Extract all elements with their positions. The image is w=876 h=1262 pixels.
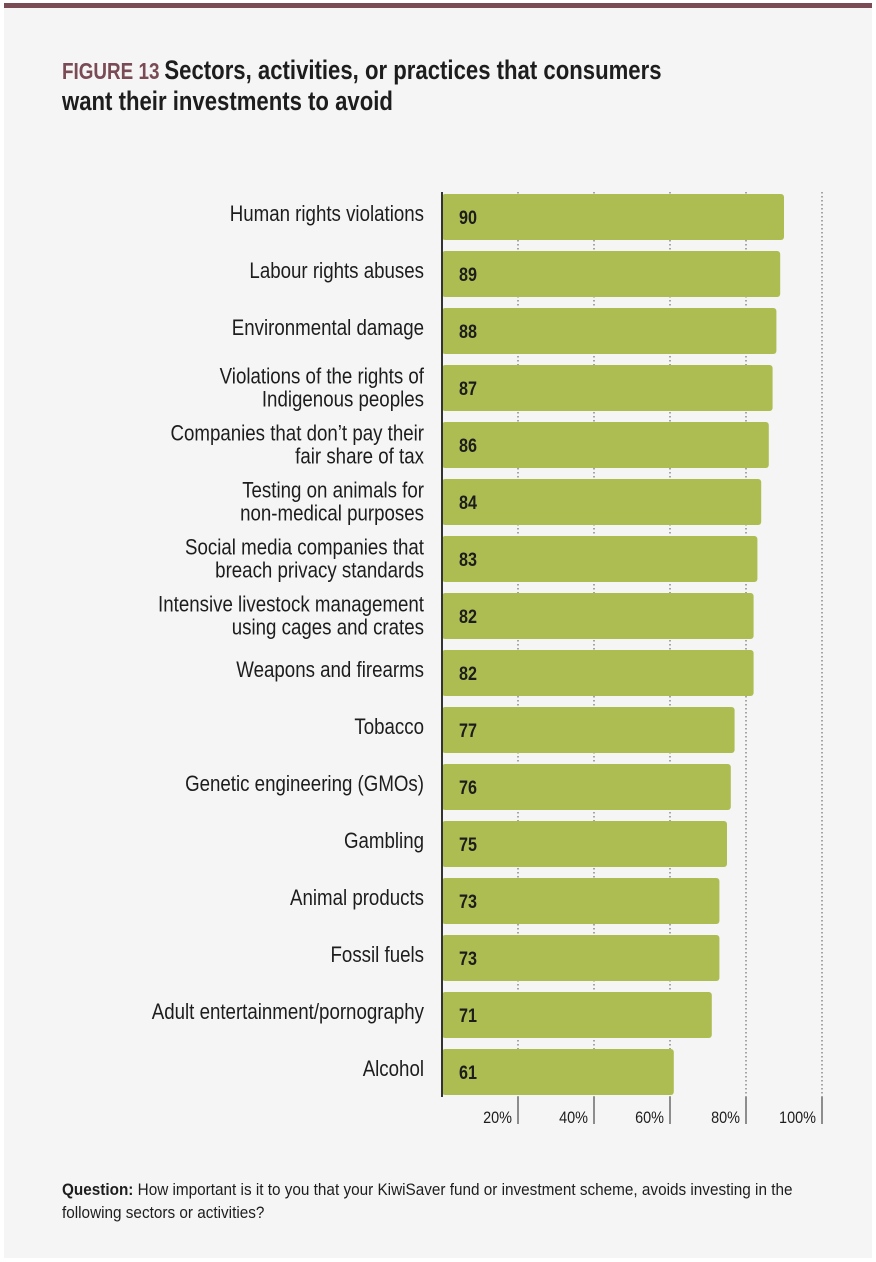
- category-label: non-medical purposes: [240, 502, 424, 526]
- x-tick-label: 40%: [559, 1109, 588, 1127]
- category-label: Violations of the rights of: [220, 365, 425, 389]
- category-label: Human rights violations: [230, 203, 424, 227]
- bar-value-label: 73: [459, 891, 477, 913]
- bar-value-label: 76: [459, 777, 477, 799]
- figure-title: FIGURE 13 Sectors, activities, or practic…: [62, 55, 685, 116]
- category-label: Companies that don’t pay their: [170, 422, 424, 446]
- category-label: Testing on animals for: [242, 479, 424, 503]
- category-label: breach privacy standards: [215, 559, 424, 583]
- bar-value-label: 77: [459, 720, 477, 742]
- bar-value-label: 82: [459, 606, 477, 628]
- category-label: Animal products: [290, 887, 424, 911]
- category-label: Alcohol: [363, 1058, 424, 1082]
- bar: [442, 422, 769, 468]
- category-label: Environmental damage: [232, 317, 424, 341]
- bar-value-label: 84: [459, 492, 477, 514]
- bar-value-label: 75: [459, 834, 477, 856]
- bar-value-label: 82: [459, 663, 477, 685]
- bar-value-label: 90: [459, 207, 477, 229]
- bar-value-label: 89: [459, 264, 477, 286]
- x-tick-label: 20%: [483, 1109, 512, 1127]
- bar: [442, 707, 735, 753]
- bar-value-label: 87: [459, 378, 477, 400]
- category-label: Genetic engineering (GMOs): [185, 773, 424, 797]
- bar: [442, 650, 754, 696]
- figure-title-text: Sectors, activities, or practices that c…: [62, 55, 662, 116]
- bar: [442, 821, 727, 867]
- category-label: Indigenous peoples: [262, 388, 424, 412]
- bar: [442, 935, 720, 981]
- x-tick-label: 100%: [779, 1109, 816, 1127]
- bar: [442, 992, 712, 1038]
- bar: [442, 878, 720, 924]
- question-text: How important is it to you that your Kiw…: [62, 1180, 793, 1222]
- bar-value-label: 73: [459, 948, 477, 970]
- bar: [442, 308, 777, 354]
- bar-value-label: 86: [459, 435, 477, 457]
- bar: [442, 194, 784, 240]
- category-label: using cages and crates: [232, 616, 424, 640]
- bar: [442, 764, 731, 810]
- question-note: Question: How important is it to you tha…: [62, 1178, 818, 1224]
- category-label: Fossil fuels: [331, 944, 424, 968]
- accent-rule: [4, 3, 872, 8]
- bar-value-label: 61: [459, 1062, 477, 1084]
- x-tick-label: 80%: [711, 1109, 740, 1127]
- bar: [442, 365, 773, 411]
- category-label: Gambling: [344, 830, 424, 854]
- bar: [442, 593, 754, 639]
- bar-value-label: 88: [459, 321, 477, 343]
- category-label: Intensive livestock management: [158, 593, 424, 617]
- category-label: Labour rights abuses: [249, 260, 424, 284]
- bar: [442, 251, 781, 297]
- bar: [442, 479, 762, 525]
- category-label: fair share of tax: [295, 445, 424, 469]
- x-tick-label: 60%: [635, 1109, 664, 1127]
- figure-label: FIGURE 13: [62, 58, 160, 84]
- category-label: Weapons and firearms: [236, 659, 424, 683]
- category-label: Adult entertainment/pornography: [152, 1001, 425, 1025]
- question-label: Question:: [62, 1180, 134, 1199]
- category-label: Social media companies that: [185, 536, 424, 560]
- bar-value-label: 83: [459, 549, 477, 571]
- bar: [442, 536, 758, 582]
- bar: [442, 1049, 674, 1095]
- bar-value-label: 71: [459, 1005, 477, 1027]
- category-label: Tobacco: [354, 716, 424, 740]
